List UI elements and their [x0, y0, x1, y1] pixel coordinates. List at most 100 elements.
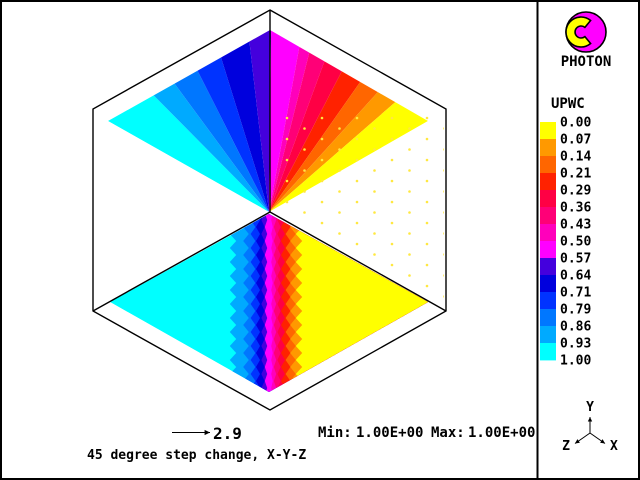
- node-dot: [373, 190, 376, 193]
- node-dot: [425, 116, 429, 120]
- node-dot: [338, 232, 341, 235]
- node-dot: [285, 200, 289, 204]
- node-dot: [338, 211, 341, 214]
- min-label: Min:: [318, 425, 352, 441]
- node-dot: [478, 169, 481, 172]
- node-dot: [461, 159, 464, 162]
- cube-wireframe: [92, 9, 447, 411]
- legend-swatch: [540, 343, 556, 361]
- node-dot: [478, 274, 481, 277]
- node-dot: [478, 316, 481, 319]
- node-dot: [355, 200, 359, 204]
- cube-inner-edge: [92, 211, 271, 312]
- node-dot: [478, 127, 481, 130]
- node-dot: [461, 222, 464, 225]
- node-dot: [461, 201, 464, 204]
- legend-tick-label: 1.00: [560, 354, 591, 369]
- node-dot: [303, 190, 306, 193]
- legend-tick-label: 0.21: [560, 167, 591, 182]
- legend-title: UPWC: [551, 96, 585, 112]
- contour-band: [295, 214, 428, 392]
- node-dot: [338, 190, 341, 193]
- arrow-head: [575, 439, 580, 444]
- node-dot: [390, 221, 394, 225]
- node-dot: [408, 274, 411, 277]
- node-dot: [320, 137, 324, 141]
- node-dot: [320, 158, 324, 162]
- node-dot: [443, 316, 446, 319]
- node-dot: [425, 284, 429, 288]
- node-dot: [338, 169, 341, 172]
- contour-band: [188, 30, 269, 212]
- node-dot: [303, 127, 306, 130]
- legend-tick-label: 0.50: [560, 235, 591, 250]
- node-dot: [478, 148, 481, 151]
- node-dot: [355, 116, 359, 120]
- node-dot: [408, 148, 411, 151]
- legend-swatch: [540, 156, 556, 174]
- node-dot: [461, 180, 464, 183]
- legend-tick-label: 0.36: [560, 201, 591, 216]
- node-dot: [373, 211, 376, 214]
- node-dot: [320, 116, 324, 120]
- legend-swatch: [540, 173, 556, 191]
- node-dot: [391, 327, 394, 330]
- node-dot: [373, 148, 376, 151]
- node-dot: [355, 221, 359, 225]
- node-dot: [390, 137, 394, 141]
- node-dot: [355, 179, 359, 183]
- node-dot: [390, 242, 394, 246]
- node-dot: [426, 327, 429, 330]
- node-dot: [303, 148, 306, 151]
- arrow-head: [204, 429, 210, 436]
- node-dot: [408, 232, 411, 235]
- node-dot: [443, 211, 444, 214]
- node-dot: [443, 295, 444, 298]
- node-dot: [461, 138, 464, 141]
- node-dot: [320, 200, 324, 204]
- legend-tick-label: 0.71: [560, 286, 591, 301]
- plot-title: 45 degree step change, X-Y-Z: [87, 448, 306, 463]
- node-dot: [425, 305, 429, 309]
- legend-tick-label: 0.64: [560, 269, 591, 284]
- max-value: 1.00E+00: [468, 425, 535, 441]
- node-dot: [461, 243, 464, 246]
- node-dot: [408, 127, 411, 130]
- node-dot: [390, 200, 394, 204]
- min-value: 1.00E+00: [356, 425, 423, 441]
- legend-swatch: [540, 241, 556, 259]
- node-dot: [443, 232, 444, 235]
- node-dot: [425, 242, 429, 246]
- node-dot: [303, 211, 306, 214]
- node-dot: [443, 190, 444, 193]
- node-dot: [425, 179, 429, 183]
- node-dot: [355, 158, 359, 162]
- legend-swatch: [540, 258, 556, 276]
- node-dot: [355, 137, 359, 141]
- node-dot: [338, 148, 341, 151]
- node-dot: [425, 158, 429, 162]
- node-dot: [461, 327, 464, 330]
- legend-tick-label: 0.00: [560, 116, 591, 131]
- max-label: Max:: [431, 425, 465, 441]
- node-dot: [443, 274, 444, 277]
- node-dot: [443, 169, 444, 172]
- legend-swatch: [540, 224, 556, 242]
- node-dot: [478, 253, 481, 256]
- node-dot: [408, 211, 411, 214]
- legend-tick-label: 0.57: [560, 252, 591, 267]
- scale-value: 2.9: [213, 424, 242, 443]
- legend-tick-label: 0.86: [560, 320, 591, 335]
- node-dot: [390, 263, 394, 267]
- node-dot: [461, 264, 464, 267]
- node-dot: [338, 127, 341, 130]
- node-dot: [390, 179, 394, 183]
- node-dot: [303, 169, 306, 172]
- node-dot: [425, 137, 429, 141]
- axis-label-x: X: [610, 439, 618, 454]
- node-dot: [408, 169, 411, 172]
- legend-tick-label: 0.29: [560, 184, 591, 199]
